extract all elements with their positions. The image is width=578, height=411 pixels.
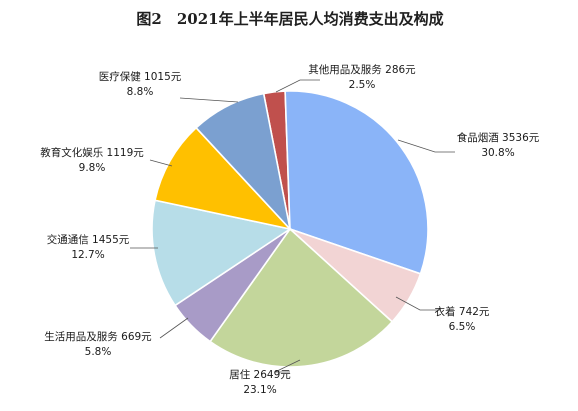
slice-percent-label: 5.8% [85, 346, 112, 358]
leader-line [274, 359, 301, 373]
slice-label: 教育文化娱乐 1119元 [40, 146, 144, 159]
slice-4 [209, 227, 394, 368]
slice-labels: 其他用品及服务 286元 2.5% 食品烟酒 3536元 30.8% 衣着 742元 6.… [40, 63, 540, 396]
leader-line [149, 159, 173, 167]
leader-line [275, 79, 320, 93]
slice-label: 交通通信 1455元 [47, 233, 130, 246]
leader-line [179, 97, 239, 103]
slice-label: 衣着 742元 [435, 305, 490, 318]
slice-percent-label: 9.8% [79, 162, 106, 174]
leader-line [397, 139, 455, 153]
leader-line [159, 317, 189, 339]
slice-label: 医疗保健 1015元 [99, 70, 182, 83]
watermark: 知乎 @大童保险服务 [426, 378, 566, 396]
slice-8 [195, 92, 292, 232]
slice-percent-label: 2.5% [349, 79, 376, 91]
slice-percent-label: 12.7% [71, 249, 104, 261]
slice-percent-label: 6.5% [449, 321, 476, 333]
slice-label: 居住 2649元 [229, 368, 291, 381]
slice-6 [151, 199, 293, 307]
slice-percent-label: 30.8% [481, 147, 514, 159]
slice-7 [154, 126, 293, 231]
leader-line [395, 296, 440, 311]
slice-label: 其他用品及服务 286元 [308, 63, 416, 76]
slice-label: 生活用品及服务 669元 [44, 330, 152, 343]
slice-percent-label: 23.1% [243, 384, 276, 396]
leader-lines [130, 79, 455, 373]
slice-percent-label: 8.8% [127, 86, 154, 98]
slice-2 [284, 90, 429, 275]
slice-label: 食品烟酒 3536元 [457, 131, 540, 144]
pie-slices [151, 90, 429, 368]
chart-title: 图2 2021年上半年居民人均消费支出及构成 [136, 10, 443, 28]
